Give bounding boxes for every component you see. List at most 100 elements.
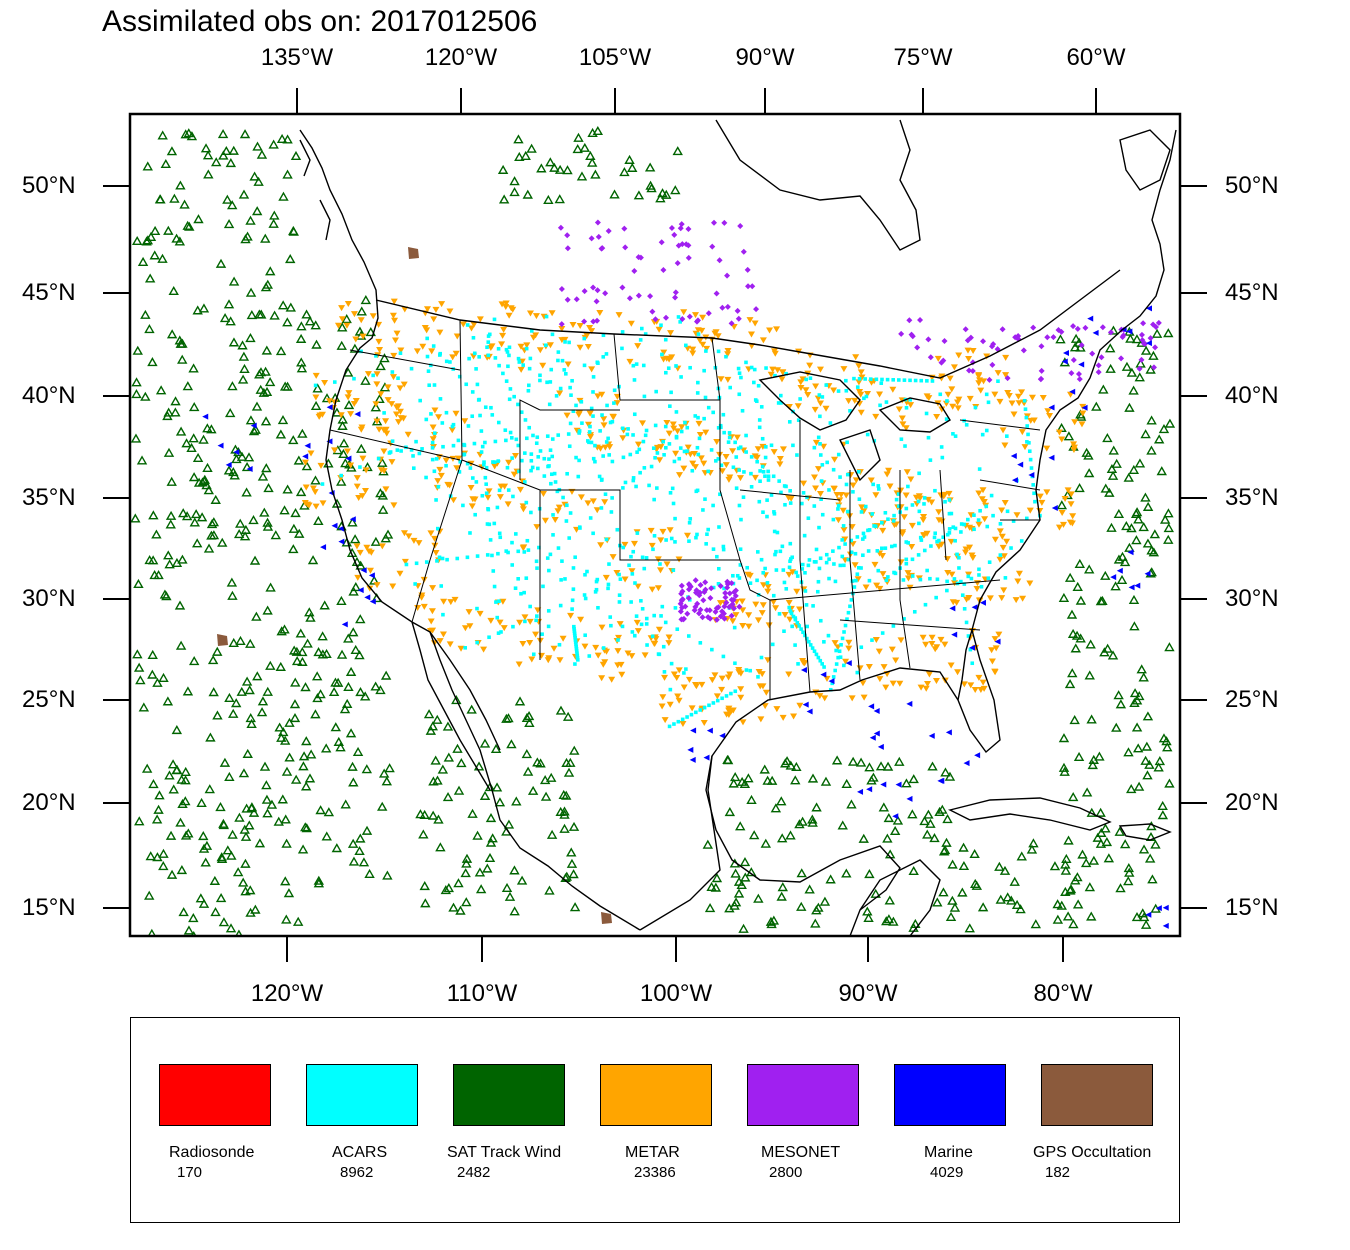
- acars-marker: [737, 392, 742, 397]
- acars-marker: [764, 366, 768, 370]
- acars-marker: [521, 363, 525, 367]
- metar-marker: [831, 456, 839, 463]
- metar-marker: [447, 599, 455, 606]
- right-tick-50n: 50°N: [1225, 172, 1279, 199]
- sat-track-wind-marker: [944, 771, 956, 781]
- sat-track-wind-marker: [1163, 508, 1174, 518]
- sat-track-wind-marker: [249, 555, 261, 565]
- acars-marker: [631, 476, 636, 480]
- baja-coastline: [411, 621, 501, 791]
- mesonet-marker: [678, 582, 685, 589]
- sat-track-wind-marker: [1066, 609, 1078, 619]
- sat-track-wind-marker: [250, 904, 261, 914]
- acars-marker: [779, 490, 783, 495]
- sat-track-wind-marker: [646, 183, 657, 193]
- metar-marker: [804, 391, 812, 398]
- sat-track-wind-marker: [133, 662, 145, 672]
- sat-track-wind-marker: [137, 256, 149, 266]
- metar-marker: [373, 582, 381, 589]
- acars-marker: [482, 462, 486, 467]
- acars-marker: [450, 424, 455, 429]
- acars-marker: [831, 467, 836, 472]
- acars-marker: [968, 647, 973, 652]
- acars-marker: [564, 372, 568, 376]
- sat-track-wind-marker: [340, 458, 351, 468]
- sat-track-wind-marker: [339, 704, 351, 714]
- acars-marker: [825, 460, 830, 465]
- acars-marker: [594, 587, 599, 592]
- acars-marker: [574, 642, 578, 647]
- sat-track-wind-marker: [729, 900, 740, 910]
- marine-marker: [331, 522, 338, 529]
- acars-marker: [818, 453, 823, 457]
- sat-track-wind-marker: [1158, 733, 1170, 743]
- metar-marker: [511, 453, 519, 460]
- left-tick-40n: 40°N: [22, 382, 76, 409]
- metar-marker: [347, 462, 355, 469]
- acars-marker: [910, 574, 915, 578]
- right-tick-45n: 45°N: [1225, 279, 1279, 306]
- sat-track-wind-marker: [227, 829, 238, 839]
- metar-marker: [521, 614, 529, 621]
- sat-track-wind-marker: [237, 374, 249, 384]
- sat-track-wind-marker: [1136, 664, 1147, 674]
- mesonet-marker: [684, 610, 691, 617]
- acars-marker: [903, 444, 907, 448]
- sat-track-wind-marker: [232, 867, 244, 877]
- sat-track-wind-marker: [175, 817, 186, 827]
- metar-marker: [897, 559, 905, 566]
- sat-track-wind-marker: [475, 884, 487, 894]
- metar-marker: [657, 444, 665, 451]
- sat-track-wind-marker: [281, 914, 292, 924]
- metar-marker: [862, 584, 870, 591]
- sat-track-wind-marker: [257, 696, 269, 706]
- acars-marker: [818, 442, 822, 446]
- sat-track-wind-marker: [561, 757, 572, 767]
- mesonet-marker: [679, 316, 686, 323]
- sat-track-wind-marker: [907, 809, 918, 819]
- acars-marker: [945, 588, 949, 593]
- legend-count-mesonet: 2800: [769, 1164, 803, 1181]
- sat-track-wind-marker: [958, 842, 969, 852]
- acars-marker: [941, 535, 946, 540]
- metar-marker: [928, 499, 936, 506]
- acars-marker: [556, 546, 561, 550]
- acars-marker: [717, 525, 721, 529]
- metar-marker: [647, 527, 655, 534]
- sat-track-wind-marker: [130, 433, 142, 443]
- sat-track-wind-marker: [509, 865, 520, 875]
- sat-track-wind-marker: [1096, 827, 1107, 837]
- sat-track-wind-marker: [341, 313, 352, 324]
- mesonet-marker: [696, 610, 703, 617]
- metar-marker: [1015, 570, 1023, 577]
- metar-marker: [725, 707, 733, 714]
- acars-marker: [496, 346, 501, 351]
- sat-track-wind-marker: [249, 171, 260, 181]
- mesonet-marker: [1074, 325, 1081, 332]
- sat-track-wind-marker: [934, 806, 945, 816]
- metar-marker: [988, 647, 996, 654]
- acars-marker: [836, 452, 841, 457]
- sat-track-wind-marker: [141, 763, 153, 773]
- metar-marker: [651, 640, 659, 647]
- acars-marker: [871, 482, 875, 487]
- metar-marker: [854, 576, 862, 583]
- metar-marker: [1055, 524, 1063, 531]
- metar-marker: [991, 669, 999, 676]
- acars-marker: [497, 599, 501, 603]
- metar-marker: [428, 348, 436, 355]
- acars-marker: [464, 382, 469, 387]
- mesonet-marker: [1120, 332, 1127, 339]
- acars-marker: [674, 410, 679, 414]
- acars-marker: [617, 572, 621, 577]
- acars-marker: [332, 380, 337, 384]
- sat-track-wind-marker: [348, 777, 359, 787]
- acars-marker: [545, 380, 549, 385]
- sat-track-wind-marker: [759, 764, 770, 774]
- mesonet-marker: [1075, 371, 1082, 378]
- acars-marker: [840, 538, 845, 542]
- metar-marker: [537, 652, 545, 659]
- sat-track-wind-marker: [297, 656, 308, 666]
- sat-track-wind-marker: [261, 794, 273, 804]
- metar-marker: [615, 312, 623, 319]
